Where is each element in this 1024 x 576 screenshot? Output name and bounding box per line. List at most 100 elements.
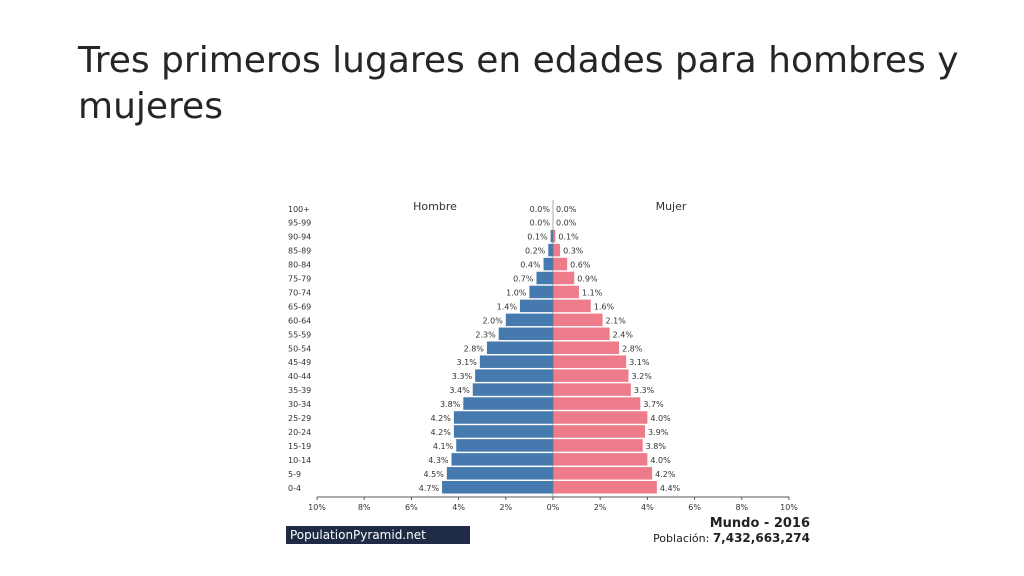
x-tick-label: 4% xyxy=(452,503,465,512)
data-label-mujer: 2.8% xyxy=(622,344,643,353)
bar-hombre xyxy=(446,467,553,480)
bar-hombre xyxy=(456,439,553,452)
data-label-hombre: 0.0% xyxy=(530,219,551,228)
age-label: 5-9 xyxy=(288,470,301,479)
bar-hombre xyxy=(453,425,553,438)
bar-mujer xyxy=(553,327,610,341)
age-label: 100+ xyxy=(288,205,310,214)
population-value: 7,432,663,274 xyxy=(712,531,810,545)
bar-mujer xyxy=(553,467,653,480)
x-tick-label: 4% xyxy=(641,503,654,512)
age-label: 60-64 xyxy=(288,316,311,325)
age-label: 55-59 xyxy=(288,330,311,339)
age-label: 45-49 xyxy=(288,358,311,367)
bar-hombre xyxy=(451,453,553,466)
data-label-mujer: 1.6% xyxy=(594,302,615,311)
data-label-hombre: 3.4% xyxy=(449,386,470,395)
age-label: 30-34 xyxy=(288,400,311,409)
age-label: 35-39 xyxy=(288,386,311,395)
bar-hombre xyxy=(453,411,553,424)
series-header-mujer: Mujer xyxy=(656,200,687,213)
age-label: 65-69 xyxy=(288,302,311,311)
bar-mujer xyxy=(553,453,648,466)
bar-hombre xyxy=(543,257,553,271)
data-label-mujer: 4.0% xyxy=(650,414,671,423)
x-tick-label: 10% xyxy=(780,503,798,512)
age-label: 70-74 xyxy=(288,288,311,297)
data-label-hombre: 3.1% xyxy=(457,358,478,367)
data-label-mujer: 0.0% xyxy=(556,205,577,214)
population-line: Población: 7,432,663,274 xyxy=(600,531,810,546)
data-label-hombre: 4.3% xyxy=(428,456,449,465)
age-label: 95-99 xyxy=(288,219,311,228)
bar-mujer xyxy=(553,369,629,382)
population-label: Población: xyxy=(653,532,710,545)
data-label-hombre: 2.3% xyxy=(475,330,496,339)
bar-hombre xyxy=(529,285,553,299)
data-label-mujer: 2.1% xyxy=(606,316,627,325)
data-label-hombre: 1.4% xyxy=(497,302,518,311)
bar-hombre xyxy=(486,341,553,354)
data-label-hombre: 0.2% xyxy=(525,247,546,256)
data-label-mujer: 4.0% xyxy=(650,456,671,465)
x-tick-label: 10% xyxy=(308,503,326,512)
data-label-hombre: 4.2% xyxy=(431,414,452,423)
bar-hombre xyxy=(479,355,553,368)
data-label-mujer: 0.6% xyxy=(570,261,591,270)
data-label-mujer: 4.2% xyxy=(655,470,676,479)
data-label-hombre: 0.0% xyxy=(530,205,551,214)
bar-hombre xyxy=(550,229,553,243)
population-pyramid-brand: PopulationPyramid.net xyxy=(286,526,470,544)
bar-mujer xyxy=(553,299,591,313)
age-label: 0-4 xyxy=(288,484,301,493)
bar-mujer xyxy=(553,383,631,396)
bar-mujer xyxy=(553,285,579,299)
bar-hombre xyxy=(475,369,553,382)
bar-mujer xyxy=(553,271,575,285)
x-tick-label: 6% xyxy=(405,503,418,512)
x-tick-label: 8% xyxy=(358,503,371,512)
data-label-hombre: 2.8% xyxy=(464,344,485,353)
bar-hombre xyxy=(463,397,553,410)
age-label: 80-84 xyxy=(288,261,311,270)
bar-mujer xyxy=(553,257,568,271)
data-label-hombre: 0.4% xyxy=(520,261,541,270)
age-label: 25-29 xyxy=(288,414,311,423)
world-summary: Mundo - 2016 Población: 7,432,663,274 xyxy=(600,516,810,546)
data-label-mujer: 4.4% xyxy=(660,484,681,493)
bar-hombre xyxy=(442,481,553,494)
bar-hombre xyxy=(519,299,553,313)
data-label-hombre: 0.7% xyxy=(513,275,534,284)
age-label: 50-54 xyxy=(288,344,311,353)
data-label-hombre: 4.1% xyxy=(433,442,454,451)
data-label-hombre: 4.5% xyxy=(423,470,444,479)
bar-mujer xyxy=(553,439,643,452)
bar-mujer xyxy=(553,341,620,354)
x-tick-label: 8% xyxy=(735,503,748,512)
bar-mujer xyxy=(553,425,646,438)
data-label-mujer: 0.0% xyxy=(556,219,577,228)
age-label: 75-79 xyxy=(288,275,311,284)
region-title: Mundo - 2016 xyxy=(709,516,810,531)
age-label: 10-14 xyxy=(288,456,311,465)
x-tick-label: 2% xyxy=(499,503,512,512)
bar-mujer xyxy=(553,355,627,368)
bar-mujer xyxy=(553,481,657,494)
bar-hombre xyxy=(472,383,553,396)
slide-title: Tres primeros lugares en edades para hom… xyxy=(78,40,959,127)
age-label: 90-94 xyxy=(288,233,311,242)
x-tick-label: 2% xyxy=(594,503,607,512)
data-label-hombre: 4.7% xyxy=(419,484,440,493)
data-label-mujer: 0.9% xyxy=(577,275,598,284)
age-label: 40-44 xyxy=(288,372,311,381)
age-label: 85-89 xyxy=(288,247,311,256)
data-label-mujer: 3.3% xyxy=(634,386,655,395)
data-label-mujer: 3.1% xyxy=(629,358,650,367)
series-header-hombre: Hombre xyxy=(413,200,457,213)
bar-mujer xyxy=(553,243,561,257)
data-label-hombre: 4.2% xyxy=(431,428,452,437)
x-tick-label: 0% xyxy=(547,503,560,512)
data-label-mujer: 0.3% xyxy=(563,247,584,256)
data-label-hombre: 3.8% xyxy=(440,400,461,409)
